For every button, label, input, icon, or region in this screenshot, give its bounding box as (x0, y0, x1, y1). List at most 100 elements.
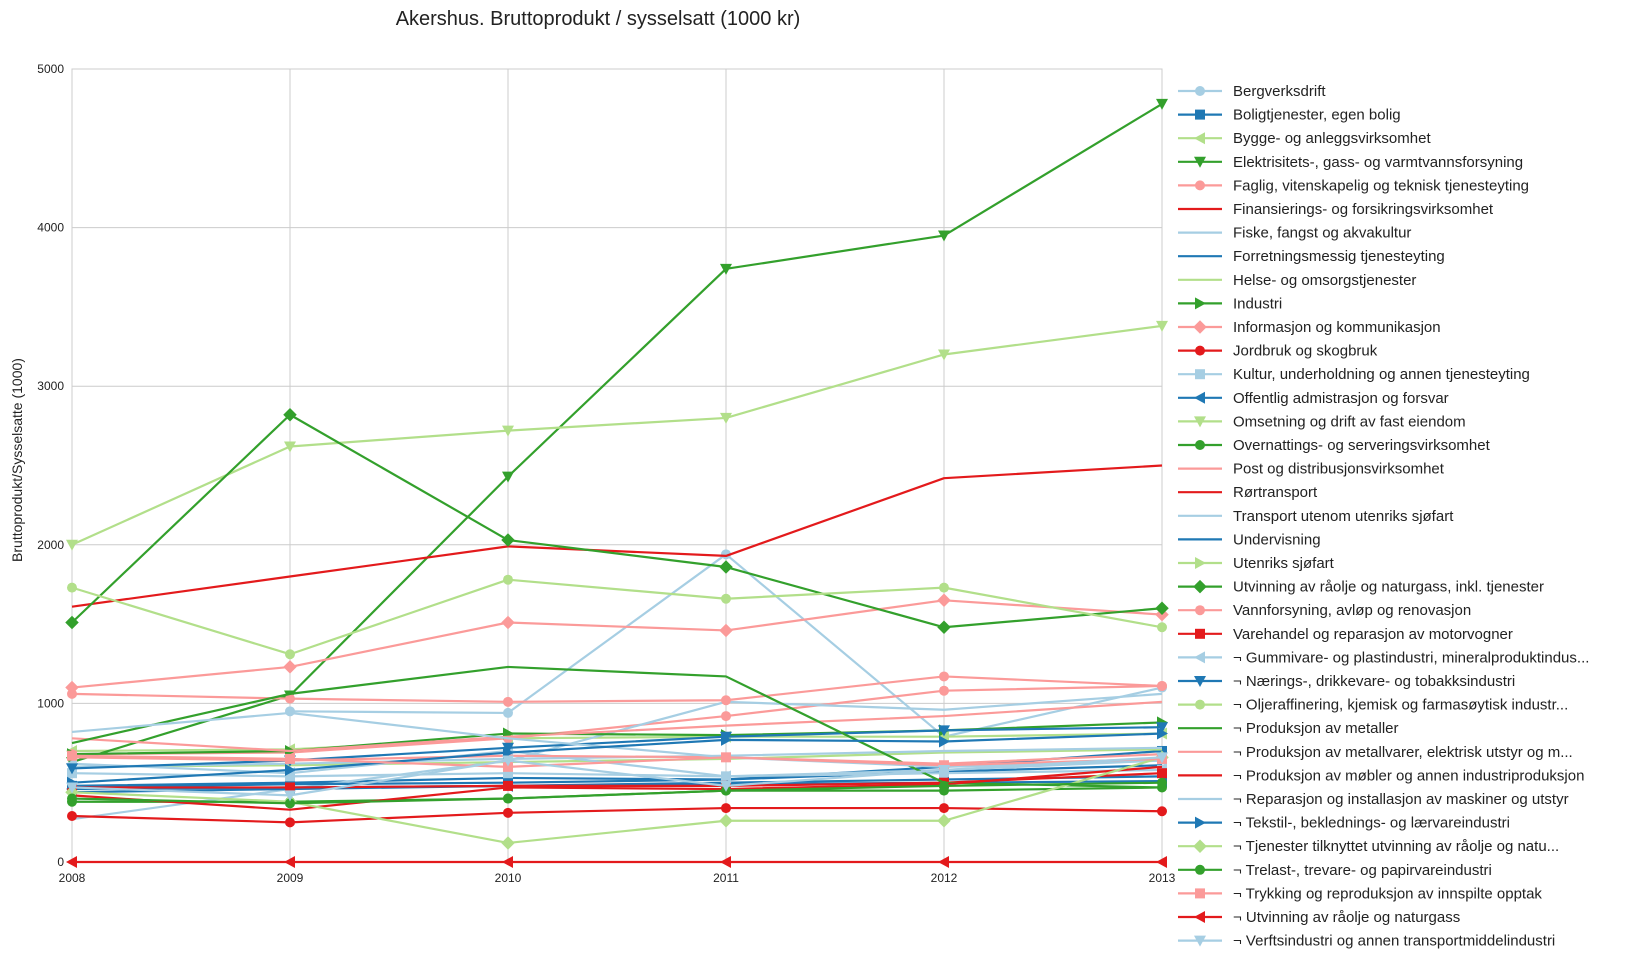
data-point (66, 782, 78, 794)
series-lines (65, 98, 1169, 868)
data-point (938, 725, 950, 737)
data-point (503, 807, 513, 818)
legend-item: ¬ Tekstil-, beklednings- og lærvareindus… (1178, 815, 1510, 832)
legend-marker (1194, 132, 1205, 145)
data-point (1157, 727, 1168, 740)
x-tick-label: 2010 (495, 871, 522, 885)
legend-label: ¬ Gummivare- og plastindustri, mineralpr… (1233, 649, 1589, 666)
series-15 (66, 320, 1168, 551)
series-line (71, 806, 1163, 824)
legend-marker (1194, 911, 1205, 923)
y-axis-label: Bruttoprodukt/Sysselsatte (1000) (9, 358, 25, 562)
data-point (283, 660, 297, 674)
data-point (939, 780, 949, 791)
data-point (503, 768, 513, 779)
series-27 (67, 574, 1167, 660)
legend-item: Transport utenom utenriks sjøfart (1178, 508, 1454, 525)
y-tick-label: 2000 (37, 538, 64, 552)
series-23 (67, 671, 1167, 707)
series-line (71, 675, 1163, 703)
legend-label: ¬ Produksjon av metaller (1233, 720, 1399, 737)
y-tick-label: 3000 (37, 379, 64, 393)
data-point (502, 425, 514, 437)
legend-label: ¬ Produksjon av metallvarer, elektrisk u… (1233, 744, 1573, 761)
data-point (720, 412, 732, 424)
data-point (1157, 622, 1167, 633)
legend-marker (1194, 391, 1205, 404)
legend-marker (1195, 557, 1206, 569)
legend-label: Fiske, fangst og akvakultur (1233, 225, 1411, 242)
legend-label: ¬ Verftsindustri og annen transportmidde… (1233, 933, 1555, 950)
legend-label: Faglig, vitenskapelig og teknisk tjenest… (1233, 177, 1529, 194)
series-8 (71, 764, 1163, 789)
data-point (285, 764, 296, 777)
legend-item: Offentlig admistrasjon og forsvar (1178, 390, 1449, 407)
legend-marker (1194, 416, 1206, 428)
legend-marker (1195, 864, 1205, 875)
legend-item: ¬ Tjenester tilknyttet utvinning av råol… (1178, 838, 1559, 855)
y-tick-label: 4000 (37, 221, 64, 235)
legend-label: Omsetning og drift av fast eiendom (1233, 413, 1466, 430)
data-point (65, 615, 79, 630)
data-point (720, 770, 731, 783)
x-tick-label: 2008 (59, 871, 86, 885)
legend-label: Jordbruk og skogbruk (1233, 343, 1378, 360)
data-point (719, 814, 733, 828)
data-point (284, 441, 296, 453)
legend-item: ¬ Gummivare- og plastindustri, mineralpr… (1178, 649, 1589, 666)
series-line (71, 413, 1163, 629)
legend-label: ¬ Oljeraffinering, kjemisk og farmasøyti… (1233, 697, 1568, 714)
legend-marker (1194, 156, 1206, 168)
legend-label: Bergverksdrift (1233, 83, 1326, 100)
data-point (939, 671, 949, 682)
data-point (67, 793, 77, 804)
legend[interactable]: Bergverksdrift Boligtjenester, egen bolig… (1178, 83, 1589, 950)
legend-label: Industri (1233, 295, 1282, 312)
data-point (938, 349, 950, 361)
data-point (1157, 680, 1167, 691)
series-line (71, 700, 1163, 753)
legend-item: Fiske, fangst og akvakultur (1178, 225, 1411, 242)
y-axis-ticks: 0 1000 2000 3000 4000 5000 (37, 62, 64, 869)
data-point (719, 623, 733, 638)
series-line (71, 578, 1163, 656)
data-point (939, 582, 949, 593)
legend-label: ¬ Trelast-, trevare- og papirvareindustr… (1233, 862, 1492, 879)
data-point (501, 533, 515, 547)
legend-item: Forretningsmessig tjenesteyting (1178, 248, 1445, 265)
legend-item: ¬ Produksjon av metaller (1178, 720, 1399, 737)
series-12 (67, 803, 1167, 828)
data-point (1156, 722, 1168, 734)
legend-label: ¬ Nærings-, drikkevare- og tobakksindust… (1233, 673, 1515, 690)
data-point (285, 649, 295, 660)
legend-marker (1195, 86, 1205, 96)
data-point (67, 750, 77, 761)
data-point (937, 814, 951, 828)
legend-item: Bergverksdrift (1178, 83, 1326, 100)
series-line (71, 732, 1163, 784)
series-20 (71, 775, 1163, 794)
legend-label: Overnattings- og serveringsvirksomhet (1233, 437, 1491, 454)
y-tick-label: 1000 (37, 696, 64, 710)
legend-label: ¬ Tekstil-, beklednings- og lærvareindus… (1233, 815, 1510, 832)
legend-label: Bygge- og anleggsvirksomhet (1233, 130, 1431, 147)
data-point (66, 856, 77, 868)
legend-label: Utvinning av råolje og naturgass, inkl. … (1233, 579, 1544, 596)
legend-item: ¬ Trykking og reproduksjon av innspilte … (1178, 885, 1542, 902)
legend-label: ¬ Trykking og reproduksjon av innspilte … (1233, 885, 1542, 902)
legend-item: ¬ Oljeraffinering, kjemisk og farmasøyti… (1178, 697, 1568, 714)
data-point (720, 263, 732, 275)
legend-label: Utenriks sjøfart (1233, 555, 1335, 572)
data-point (1155, 601, 1169, 615)
legend-marker (1193, 839, 1207, 853)
data-point (1157, 806, 1167, 817)
data-point (938, 765, 950, 777)
legend-marker (1195, 440, 1205, 450)
series-31 (71, 711, 1163, 768)
legend-item: Vannforsyning, avløp og renovasjon (1178, 602, 1471, 619)
data-point (937, 620, 951, 635)
legend-marker (1194, 676, 1206, 687)
data-point (503, 574, 513, 585)
data-point (285, 693, 295, 704)
data-point (285, 706, 295, 717)
